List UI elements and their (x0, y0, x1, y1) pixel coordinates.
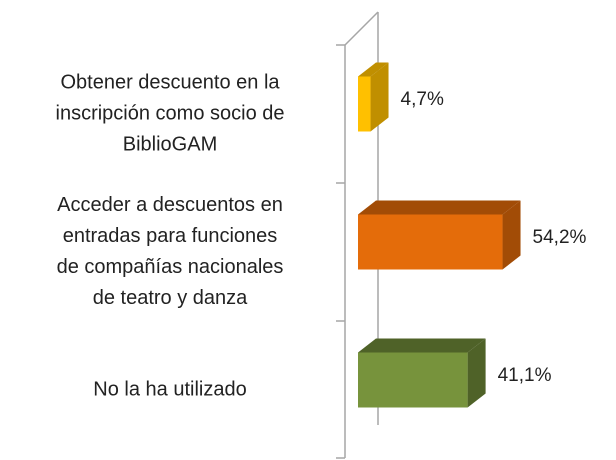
axis-line (344, 11, 379, 46)
bar-side (467, 338, 486, 408)
category-label: No la ha utilizado (93, 378, 247, 401)
bar (358, 338, 486, 408)
bar-side (370, 62, 389, 132)
value-label: 54,2% (533, 227, 587, 248)
value-label: 4,7% (401, 89, 444, 110)
bar-top (358, 200, 521, 215)
value-label: 41,1% (498, 365, 552, 386)
bar-front (358, 352, 468, 408)
bar-side (502, 200, 521, 270)
bar-top (358, 62, 389, 77)
category-label: Obtener descuento en la inscripción como… (55, 71, 285, 156)
bar-front (358, 214, 503, 270)
bar-front (358, 76, 371, 132)
bar-top (358, 338, 486, 353)
bar (358, 62, 389, 132)
category-label: Acceder a descuentos en entradas para fu… (56, 194, 284, 309)
bar (358, 200, 521, 270)
